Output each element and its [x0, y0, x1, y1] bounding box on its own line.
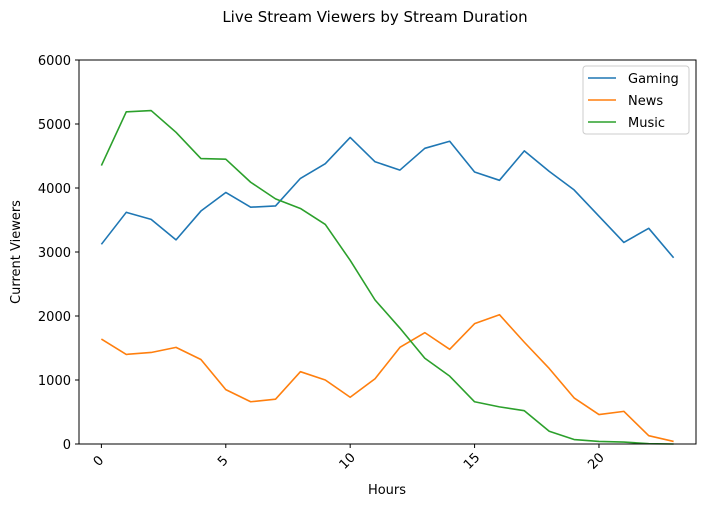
- y-tick-label: 4000: [38, 182, 71, 197]
- legend-label-music: Music: [628, 116, 665, 131]
- x-axis-ticks: 0 5 10 15 20: [91, 444, 608, 473]
- y-tick-label: 5000: [38, 118, 71, 133]
- y-tick-label: 6000: [38, 54, 71, 69]
- legend-box: [582, 65, 690, 135]
- x-tick-label: 10: [337, 450, 359, 472]
- y-tick-label: 3000: [38, 246, 71, 261]
- plot-area: [100, 109, 675, 445]
- legend-label-gaming: Gaming: [628, 72, 679, 87]
- y-axis-label: Current Viewers: [9, 200, 24, 304]
- legend-label-news: News: [628, 94, 663, 109]
- series-line-news: [100, 313, 674, 443]
- x-axis-label: Hours: [368, 483, 406, 498]
- y-tick-label: 1000: [38, 374, 71, 389]
- x-tick-label: 5: [215, 453, 231, 469]
- x-tick-label: 0: [91, 453, 107, 469]
- y-tick-label: 2000: [38, 310, 71, 325]
- series-line-gaming: [100, 136, 675, 259]
- x-tick-label: 20: [585, 450, 607, 472]
- series-line-music: [100, 109, 674, 445]
- x-tick-label: 15: [461, 450, 483, 472]
- chart-title: Live Stream Viewers by Stream Duration: [222, 8, 527, 26]
- y-tick-label: 0: [63, 438, 71, 453]
- legend: Gaming News Music: [582, 65, 690, 135]
- y-axis-ticks: 0 1000 2000 3000 4000 5000 6000: [38, 54, 79, 453]
